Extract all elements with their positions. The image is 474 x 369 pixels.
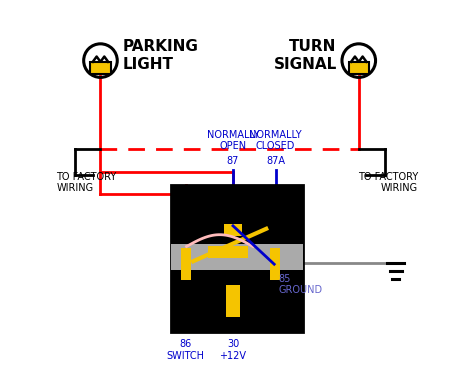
Bar — [181, 248, 191, 280]
Bar — [208, 246, 247, 258]
Text: 87: 87 — [227, 156, 239, 166]
Bar — [227, 285, 240, 317]
Text: 86
SWITCH: 86 SWITCH — [167, 339, 205, 361]
Text: 85
GROUND: 85 GROUND — [279, 274, 323, 296]
Text: 87A: 87A — [266, 156, 285, 166]
Bar — [348, 62, 369, 74]
Text: TURN
SIGNAL: TURN SIGNAL — [273, 39, 337, 72]
Text: TO FACTORY
WIRING: TO FACTORY WIRING — [357, 172, 418, 193]
Bar — [171, 184, 303, 332]
Bar — [224, 224, 242, 236]
Bar — [171, 244, 303, 270]
Text: 30
+12V: 30 +12V — [219, 339, 246, 361]
Text: NORMALLY
CLOSED: NORMALLY CLOSED — [249, 130, 302, 151]
Bar — [90, 62, 110, 74]
Bar — [270, 248, 280, 280]
Text: PARKING
LIGHT: PARKING LIGHT — [123, 39, 199, 72]
Text: NORMALLY
OPEN: NORMALLY OPEN — [207, 130, 259, 151]
Text: TO FACTORY
WIRING: TO FACTORY WIRING — [56, 172, 117, 193]
